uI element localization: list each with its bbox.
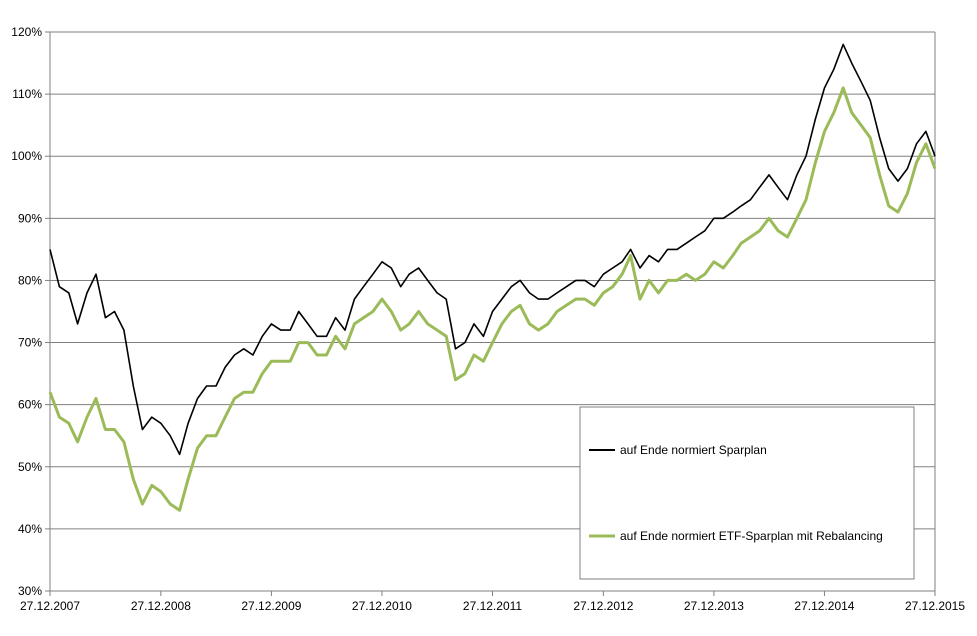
- legend-label-sparplan: auf Ende normiert Sparplan: [620, 443, 767, 457]
- y-tick-label: 110%: [12, 87, 42, 101]
- x-tick-label: 27.12.2014: [794, 599, 854, 613]
- x-tick-label: 27.12.2012: [573, 599, 633, 613]
- y-tick-label: 70%: [18, 336, 42, 350]
- y-tick-label: 90%: [18, 211, 42, 225]
- y-tick-label: 80%: [18, 273, 42, 287]
- series-line-sparplan: [49, 43, 936, 456]
- y-tick-label: 100%: [11, 149, 42, 163]
- gridlines: [50, 31, 935, 592]
- y-tick-label: 30%: [18, 584, 42, 598]
- y-tick-label: 60%: [18, 398, 42, 412]
- x-tick-label: 27.12.2008: [131, 599, 191, 613]
- legend-label-etf-sparplan: auf Ende normiert ETF-Sparplan mit Rebal…: [620, 529, 883, 543]
- x-tick-label: 27.12.2015: [905, 599, 965, 613]
- x-tick-label: 27.12.2007: [20, 599, 80, 613]
- y-tick-label: 120%: [11, 25, 42, 39]
- y-tick-label: 40%: [18, 522, 42, 536]
- legend: auf Ende normiert Sparplan auf Ende norm…: [579, 406, 915, 580]
- axes: 30% 40% 50% 60% 70% 80% 90% 100% 110% 120% 27.12.2…: [11, 25, 965, 613]
- y-tick-label: 50%: [18, 460, 42, 474]
- x-tick-label: 27.12.2010: [352, 599, 412, 613]
- x-tick-label: 27.12.2009: [241, 599, 301, 613]
- x-tick-label: 27.12.2013: [684, 599, 744, 613]
- series-lines: [48, 43, 937, 512]
- legend-box: [579, 406, 915, 580]
- series-line-etf-sparplan: [48, 86, 937, 512]
- x-tick-label: 27.12.2011: [463, 599, 522, 613]
